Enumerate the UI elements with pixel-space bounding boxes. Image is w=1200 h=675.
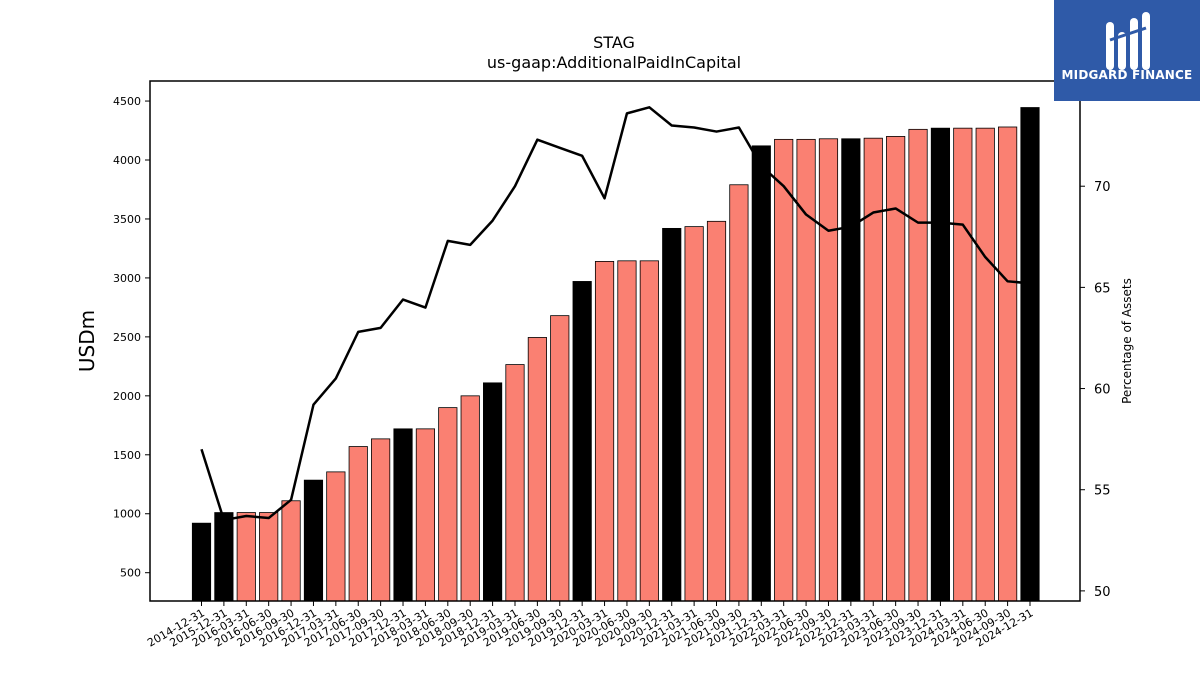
y2-tick-label: 70 bbox=[1094, 180, 1111, 195]
y-tick-label: 3000 bbox=[113, 272, 141, 285]
y2-tick-label: 65 bbox=[1094, 281, 1111, 296]
bar-2019-06-30 bbox=[527, 337, 547, 602]
bar-2021-09-30 bbox=[729, 184, 749, 602]
y2-tick-label: 55 bbox=[1094, 484, 1111, 499]
brand-logo: MIDGARD FINANCE bbox=[1054, 0, 1200, 101]
bar-2019-03-31 bbox=[505, 364, 525, 602]
bar-2017-06-30 bbox=[348, 446, 368, 602]
bar-2020-09-30 bbox=[639, 260, 659, 602]
bar-2016-12-31 bbox=[303, 479, 324, 602]
bar-2016-09-30 bbox=[281, 500, 301, 602]
bar-2017-12-31 bbox=[393, 428, 413, 602]
bar-2024-06-30 bbox=[975, 127, 995, 602]
bar-2018-12-31 bbox=[483, 382, 503, 602]
bar-2014-12-31 bbox=[191, 522, 212, 602]
bar-2016-03-31 bbox=[236, 512, 256, 602]
y2-tick-label: 60 bbox=[1094, 383, 1111, 398]
bar-series bbox=[191, 107, 1040, 602]
bar-2024-12-31 bbox=[1020, 107, 1040, 602]
bar-2017-09-30 bbox=[371, 438, 391, 602]
bar-2020-03-31 bbox=[594, 261, 615, 602]
percentage-of-assets-line bbox=[200, 106, 1031, 522]
bar-2022-12-31 bbox=[841, 138, 861, 602]
y-tick-label: 500 bbox=[120, 567, 141, 580]
bar-2017-03-31 bbox=[326, 471, 346, 602]
bar-2020-06-30 bbox=[617, 260, 637, 602]
bar-2018-06-30 bbox=[438, 407, 458, 602]
y-axis-left: 500 1000 1500 2000 2500 3000 3500 4000 4500 bbox=[113, 95, 150, 580]
y-tick-label: 4500 bbox=[113, 95, 141, 108]
bar-2021-12-31 bbox=[751, 145, 771, 602]
bar-2023-09-30 bbox=[908, 128, 928, 602]
y-axis-right: 50 55 60 65 70 bbox=[1080, 180, 1111, 600]
y-tick-label: 3500 bbox=[113, 213, 141, 226]
bar-2018-03-31 bbox=[415, 428, 435, 602]
x-axis: 2014-12-312015-12-312016-03-312016-06-30… bbox=[145, 601, 1036, 650]
percentage-line-series bbox=[200, 106, 1031, 522]
y2-tick-label: 50 bbox=[1094, 585, 1111, 600]
y-tick-label: 4000 bbox=[113, 154, 141, 167]
bar-2018-09-30 bbox=[460, 395, 480, 602]
bar-2022-06-30 bbox=[796, 138, 816, 602]
y-tick-label: 2500 bbox=[113, 331, 141, 344]
bar-2023-06-30 bbox=[886, 136, 906, 602]
bar-2022-09-30 bbox=[818, 138, 839, 602]
y2-axis-label: Percentage of Assets bbox=[1120, 278, 1134, 404]
plot-frame bbox=[149, 80, 1081, 602]
bar-2015-12-31 bbox=[214, 512, 234, 602]
chart-subtitle: us-gaap:AdditionalPaidInCapital bbox=[487, 53, 741, 72]
bar-2023-03-31 bbox=[863, 137, 883, 602]
bar-2019-09-30 bbox=[550, 315, 570, 602]
bar-2024-03-31 bbox=[953, 127, 973, 602]
bar-2019-12-31 bbox=[572, 281, 592, 602]
bar-2021-03-31 bbox=[684, 226, 704, 602]
chart-title: STAG bbox=[593, 33, 635, 52]
bar-2023-12-31 bbox=[930, 127, 951, 602]
bar-2024-09-30 bbox=[998, 126, 1018, 602]
bar-2020-12-31 bbox=[662, 227, 682, 602]
y-axis-label: USDm bbox=[75, 310, 99, 372]
brand-name: MIDGARD FINANCE bbox=[1061, 68, 1193, 82]
bar-2016-06-30 bbox=[259, 512, 279, 602]
midgard-logo-icon bbox=[1106, 12, 1150, 70]
bar-2022-03-31 bbox=[774, 138, 794, 602]
y-tick-label: 1000 bbox=[113, 508, 141, 521]
y-tick-label: 1500 bbox=[113, 449, 141, 462]
bar-2021-06-30 bbox=[706, 220, 727, 602]
y-tick-label: 2000 bbox=[113, 390, 141, 403]
